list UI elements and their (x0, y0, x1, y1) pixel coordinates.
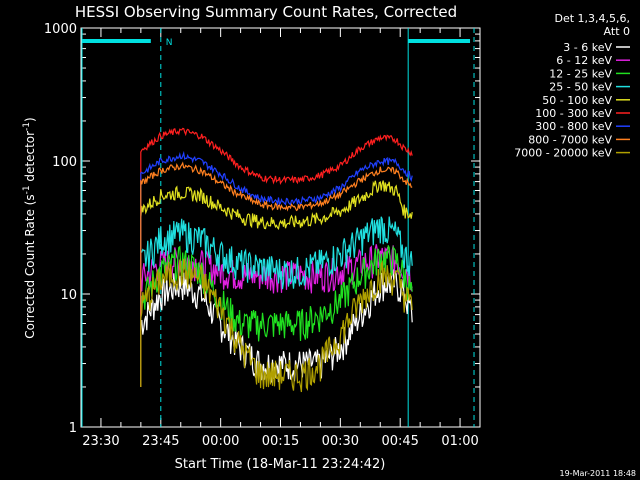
legend-entry-label: 25 - 50 keV (549, 81, 612, 94)
legend-header-line-1: Det 1,3,4,5,6, (554, 12, 630, 25)
x-tick-label: 00:45 (381, 434, 418, 449)
legend-entry-label: 50 - 100 keV (542, 94, 612, 107)
legend-entry-label: 12 - 25 keV (549, 67, 612, 80)
series-line-3 (140, 216, 413, 387)
legend-header-line-2: Att 0 (604, 25, 630, 38)
y-tick-label: 10 (60, 288, 77, 303)
x-tick-label: 01:00 (441, 434, 478, 449)
y-tick-label: 100 (52, 155, 77, 170)
x-tick-label: 23:30 (82, 434, 119, 449)
series-line-8 (140, 258, 413, 393)
legend-entry-label: 100 - 300 keV (535, 107, 612, 120)
x-tick-label: 00:30 (322, 434, 359, 449)
marker-label: N (166, 38, 173, 48)
series-line-5 (140, 127, 413, 387)
series-line-2 (140, 245, 413, 387)
x-tick-label: 00:00 (202, 434, 239, 449)
x-tick-label: 00:15 (262, 434, 299, 449)
series-line-6 (140, 150, 413, 387)
x-tick-label: 23:45 (142, 434, 179, 449)
plot-area: 1 10 100 1000 23:30 23:45 00:00 00:15 00:30 00:45… (44, 22, 481, 449)
legend-entry-label: 6 - 12 keV (556, 54, 612, 67)
legend-entry-label: 300 - 800 keV (535, 120, 612, 133)
legend-entry-label: 800 - 7000 keV (528, 133, 612, 146)
legend-entry-label: 7000 - 20000 keV (514, 147, 612, 160)
x-axis-label: Start Time (18-Mar-11 23:24:42) (175, 457, 386, 472)
chart-title: HESSI Observing Summary Count Rates, Cor… (75, 3, 457, 21)
legend-entry-label: 3 - 6 keV (563, 41, 612, 54)
y-tick-label: 1000 (44, 22, 77, 37)
y-tick-label: 1 (69, 421, 77, 436)
y-axis-label: Corrected Count Rate (s-1 detector-1) (22, 117, 37, 338)
series-line-1 (140, 244, 413, 387)
timestamp: 19-Mar-2011 18:48 (560, 469, 637, 478)
series-line-4 (140, 180, 413, 387)
series-line-7 (140, 161, 413, 387)
